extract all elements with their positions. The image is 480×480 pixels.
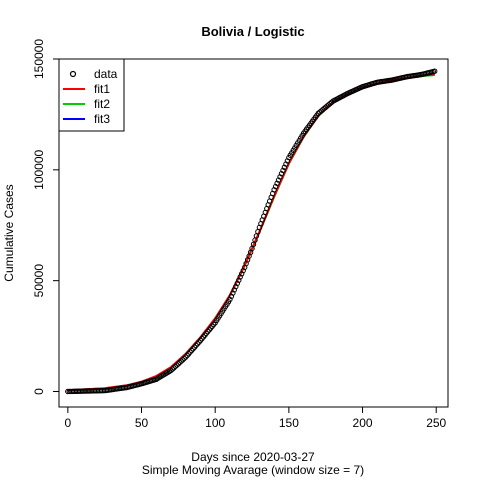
data-point [174,362,180,368]
data-point [181,355,187,362]
y-tick-label: 100000 [32,149,46,189]
data-point [274,180,280,187]
chart-title: Bolivia / Logistic [201,24,304,39]
legend-label-fit3: fit3 [94,112,110,126]
data-point [432,68,438,74]
data-point [175,361,182,367]
x-tick-label: 100 [205,416,225,430]
x-axis-sublabel: Simple Moving Avarage (window size = 7) [142,463,364,477]
data-point [172,363,179,370]
data-point [230,290,236,296]
x-axis: 0 50 100 150 200 250 [64,406,447,430]
data-point [236,277,242,283]
data-point [171,365,177,371]
y-tick-label: 0 [32,388,46,395]
data-point [180,357,186,363]
data-point [280,167,286,174]
data-point [187,349,193,355]
y-axis: 0 50000 100000 150000 [32,39,60,395]
y-tick-label: 150000 [32,39,46,79]
y-tick-label: 50000 [32,264,46,298]
data-point [190,346,196,352]
data-point [177,359,183,366]
x-tick-label: 250 [426,416,446,430]
legend-label-data: data [94,67,118,81]
x-tick-label: 200 [353,416,373,430]
x-tick-label: 0 [64,416,71,430]
y-axis-label: Cumulative Cases [2,184,16,281]
x-axis-label: Days since 2020-03-27 [191,450,315,464]
data-points [65,68,438,395]
x-tick-label: 150 [279,416,299,430]
data-point [183,354,189,360]
legend-marker-data [69,70,77,78]
legend-label-fit1: fit1 [94,82,110,96]
data-point [169,366,176,372]
x-tick-label: 50 [135,416,149,430]
legend-label-fit2: fit2 [94,97,110,111]
data-point [194,341,201,347]
